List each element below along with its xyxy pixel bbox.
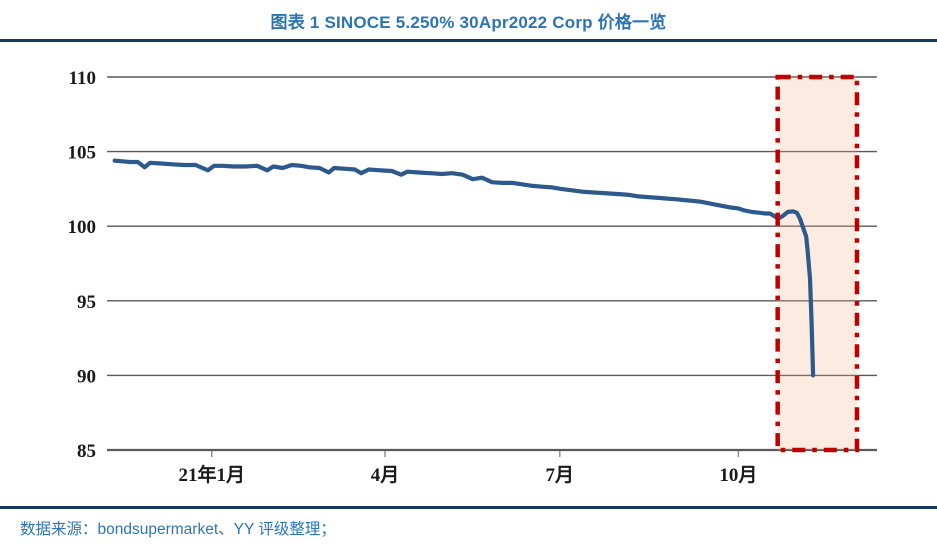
x-tick-label: 10月 — [719, 465, 757, 486]
y-tick-label: 110 — [69, 68, 96, 89]
top-divider — [0, 39, 937, 42]
y-tick-label: 105 — [68, 143, 97, 164]
y-tick-label: 90 — [77, 366, 96, 387]
price-line — [112, 158, 816, 378]
y-tick-label: 95 — [77, 292, 96, 313]
data-source-note: 数据来源：bondsupermarket、YY 评级整理； — [20, 521, 336, 538]
x-tick-label: 21年1月 — [178, 463, 245, 486]
figure-title: 图表 1 SINOCE 5.250% 30Apr2022 Corp 价格一览 — [270, 13, 667, 32]
bottom-divider — [0, 506, 937, 509]
y-tick-label: 85 — [77, 441, 96, 462]
highlight-region-border — [775, 74, 860, 453]
x-tick-label: 4月 — [371, 465, 400, 486]
y-tick-label: 100 — [68, 217, 97, 238]
highlight-region-fill — [777, 77, 857, 450]
x-tick-label: 7月 — [546, 465, 575, 486]
